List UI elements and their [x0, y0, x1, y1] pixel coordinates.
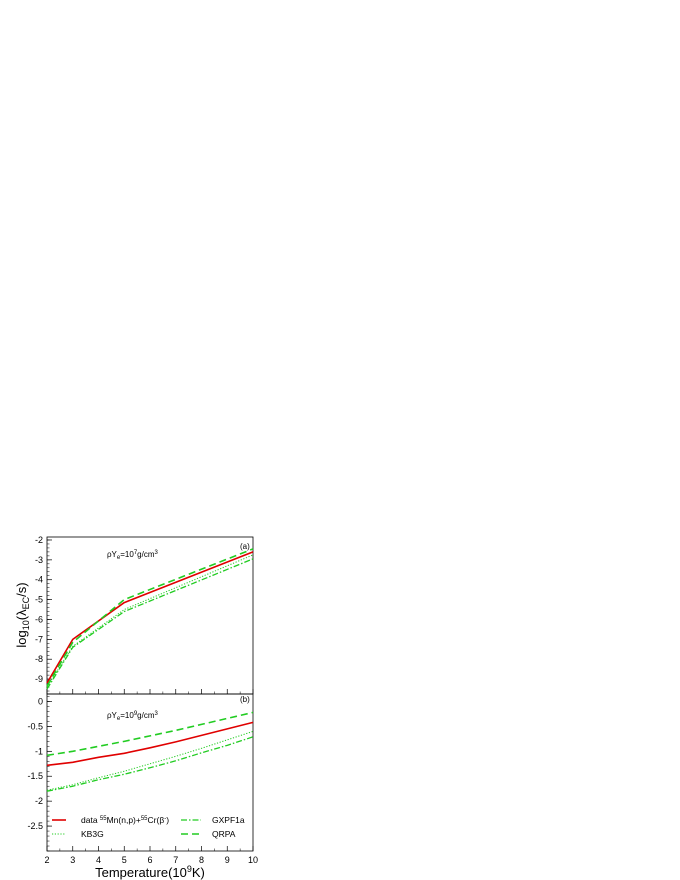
panel-a-series-data [46, 551, 254, 684]
legend: data 55Mn(n,p)+55Cr(β-) KB3G GXPF1a QRPA [52, 815, 245, 839]
panel-a-ticks: -9 -8 -7 -6 -5 -4 -3 -2 [35, 535, 254, 694]
panel-a-ytick-label: -5 [35, 595, 43, 605]
x-tick-label: 2 [44, 855, 49, 865]
panel-b-series-gxpf1a [46, 736, 254, 792]
panel-a-ytick-label: -4 [35, 575, 43, 585]
panel-b-ytick-label: -1.5 [27, 771, 43, 781]
panel-a-ytick-label: -8 [35, 654, 43, 664]
panel-a-ytick-label: -7 [35, 634, 43, 644]
panel-a-ytick-label: -9 [35, 674, 43, 684]
panel-b-label: (b) [240, 695, 250, 704]
panel-a-ytick-label: -6 [35, 614, 43, 624]
panel-b-annotation: ρYe=109g/cm3 [107, 711, 159, 722]
legend-label-kb3g: KB3G [81, 829, 104, 839]
legend-label-qrpa: QRPA [212, 829, 236, 839]
x-tick-label: 9 [225, 855, 230, 865]
x-axis-title: Temperature(109K) [95, 864, 205, 880]
x-tick-label: 6 [147, 855, 152, 865]
panel-a-series-qrpa [46, 548, 254, 687]
x-tick-label: 7 [173, 855, 178, 865]
panel-b: -2.5 -2 -1.5 -1 -0.5 0 2 3 4 5 6 7 8 9 10 ρYe=109g/cm3… [27, 693, 258, 865]
x-tick-label: 3 [70, 855, 75, 865]
x-tick-label: 10 [248, 855, 258, 865]
panel-b-series-qrpa [46, 711, 254, 757]
panel-a-ytick-label: -3 [35, 555, 43, 565]
x-tick-label: 4 [96, 855, 101, 865]
panel-b-series [46, 711, 254, 792]
x-tick-label: 5 [122, 855, 127, 865]
legend-label-gxpf1a: GXPF1a [212, 815, 245, 825]
panel-b-ytick-label: 0 [38, 696, 43, 706]
panel-b-ytick-label: -2 [35, 796, 43, 806]
panel-b-ytick-label: -1 [35, 746, 43, 756]
panel-a-annotation: ρYe=107g/cm3 [107, 550, 159, 561]
panel-b-series-data [46, 721, 254, 767]
legend-label-data: data 55Mn(n,p)+55Cr(β-) [81, 815, 169, 825]
panel-b-ticks: -2.5 -2 -1.5 -1 -0.5 0 2 3 4 5 6 7 8 9 10 [27, 696, 258, 865]
panel-a-label: (a) [240, 542, 250, 551]
panel-a-series-gxpf1a [46, 558, 254, 690]
panel-a-ytick-label: -2 [35, 535, 43, 545]
panel-b-ytick-label: -0.5 [27, 721, 43, 731]
panel-b-ytick-label: -2.5 [27, 821, 43, 831]
panel-a-series [46, 548, 254, 690]
x-tick-label: 8 [199, 855, 204, 865]
y-axis-title: log10(λEC/s) [14, 582, 31, 647]
